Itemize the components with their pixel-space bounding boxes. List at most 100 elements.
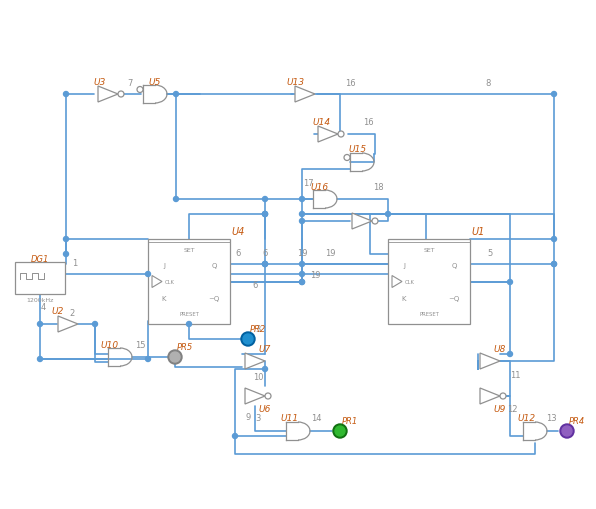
Text: U16: U16 xyxy=(311,182,329,191)
Circle shape xyxy=(335,426,345,436)
Text: 5: 5 xyxy=(488,248,493,257)
Text: CLK: CLK xyxy=(165,279,175,285)
Circle shape xyxy=(508,280,513,285)
Text: 12: 12 xyxy=(507,405,517,414)
Circle shape xyxy=(300,280,305,285)
Circle shape xyxy=(118,92,124,98)
Polygon shape xyxy=(392,276,402,288)
Text: 13: 13 xyxy=(546,414,556,422)
Text: 9: 9 xyxy=(246,413,251,421)
Circle shape xyxy=(344,155,350,161)
Circle shape xyxy=(145,357,151,362)
Polygon shape xyxy=(245,388,265,404)
Text: U15: U15 xyxy=(349,145,367,154)
Circle shape xyxy=(300,280,305,285)
Text: U1: U1 xyxy=(471,227,485,237)
Text: 19: 19 xyxy=(297,248,308,257)
Circle shape xyxy=(372,218,378,224)
Text: 6: 6 xyxy=(252,280,257,289)
Polygon shape xyxy=(318,127,338,143)
Text: J: J xyxy=(163,263,165,268)
Circle shape xyxy=(300,219,305,224)
Text: U10: U10 xyxy=(101,340,119,349)
Circle shape xyxy=(262,212,268,217)
Text: U5: U5 xyxy=(149,77,161,87)
Circle shape xyxy=(137,88,143,93)
Text: PRESET: PRESET xyxy=(419,312,439,317)
Bar xyxy=(148,240,230,324)
Circle shape xyxy=(187,322,191,327)
Circle shape xyxy=(551,237,557,242)
Circle shape xyxy=(560,424,574,438)
Polygon shape xyxy=(352,214,372,230)
Text: 11: 11 xyxy=(510,370,520,379)
Text: 10: 10 xyxy=(253,373,263,382)
Text: 1: 1 xyxy=(72,258,77,267)
Circle shape xyxy=(562,426,572,436)
Text: 0/1: 0/1 xyxy=(244,337,252,342)
Text: 0/1: 0/1 xyxy=(336,429,344,434)
Circle shape xyxy=(262,197,268,202)
Text: U6: U6 xyxy=(259,405,271,414)
Text: U14: U14 xyxy=(313,117,331,126)
Text: ~Q: ~Q xyxy=(209,295,219,301)
Polygon shape xyxy=(480,388,500,404)
Text: 8: 8 xyxy=(485,78,491,88)
Circle shape xyxy=(262,262,268,267)
Circle shape xyxy=(300,262,305,267)
Circle shape xyxy=(64,237,69,242)
Circle shape xyxy=(386,212,390,217)
Text: 15: 15 xyxy=(135,341,145,350)
Text: U13: U13 xyxy=(287,77,305,87)
Circle shape xyxy=(38,322,42,327)
Text: U4: U4 xyxy=(231,227,245,237)
Text: 3: 3 xyxy=(255,414,260,422)
Circle shape xyxy=(262,212,268,217)
Circle shape xyxy=(508,352,513,357)
Text: Q: Q xyxy=(212,263,217,268)
Text: SET: SET xyxy=(183,247,195,252)
Text: 16: 16 xyxy=(363,117,373,126)
Circle shape xyxy=(64,252,69,257)
Text: PR2: PR2 xyxy=(250,325,266,334)
Text: 1200kHz: 1200kHz xyxy=(26,297,54,302)
Text: 6: 6 xyxy=(262,248,268,257)
Text: 7: 7 xyxy=(128,78,133,88)
Polygon shape xyxy=(245,353,265,369)
Text: K: K xyxy=(402,295,406,301)
Circle shape xyxy=(168,350,182,364)
Circle shape xyxy=(338,132,344,138)
Circle shape xyxy=(64,92,69,97)
Circle shape xyxy=(300,197,305,202)
Text: 4: 4 xyxy=(41,303,46,312)
Circle shape xyxy=(551,92,557,97)
Text: 3: 3 xyxy=(255,325,260,334)
Polygon shape xyxy=(152,276,162,288)
Circle shape xyxy=(145,272,151,277)
Circle shape xyxy=(38,357,42,362)
Text: CLK: CLK xyxy=(405,279,415,285)
Polygon shape xyxy=(58,317,78,332)
Circle shape xyxy=(241,332,255,346)
Text: U2: U2 xyxy=(52,307,64,316)
Text: U11: U11 xyxy=(281,414,299,422)
Circle shape xyxy=(300,212,305,217)
Circle shape xyxy=(551,262,557,267)
Text: DG1: DG1 xyxy=(31,255,49,264)
Circle shape xyxy=(173,197,178,202)
Circle shape xyxy=(551,262,557,267)
Circle shape xyxy=(262,262,268,267)
Text: 19: 19 xyxy=(325,248,335,257)
Text: K: K xyxy=(162,295,166,301)
Text: U3: U3 xyxy=(94,77,106,87)
Circle shape xyxy=(262,212,268,217)
Circle shape xyxy=(92,322,98,327)
Text: Q: Q xyxy=(451,263,457,268)
Text: U7: U7 xyxy=(259,345,271,354)
Circle shape xyxy=(300,272,305,277)
Text: 17: 17 xyxy=(303,178,313,187)
Circle shape xyxy=(173,92,178,97)
Bar xyxy=(388,240,470,324)
Circle shape xyxy=(232,434,237,439)
Polygon shape xyxy=(295,87,315,103)
